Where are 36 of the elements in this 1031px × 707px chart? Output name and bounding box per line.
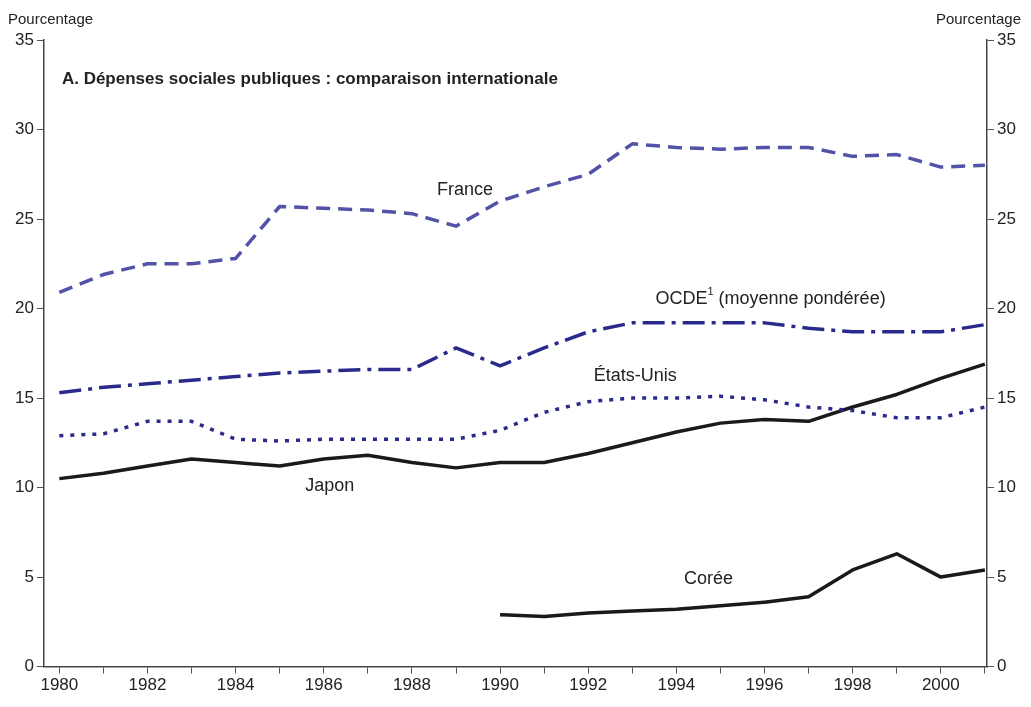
x-tick-label: 1992 xyxy=(569,675,608,695)
x-tick-label: 1988 xyxy=(393,675,431,695)
y2-tick-label: 30 xyxy=(997,119,1017,139)
y-tick-label: 5 xyxy=(24,566,34,586)
y-tick-label: 20 xyxy=(14,298,34,318)
y2-tick-label: 0 xyxy=(997,656,1007,676)
y-tick-label: 30 xyxy=(14,119,34,139)
series-label: Corée xyxy=(683,567,733,588)
y2-tick-label: 10 xyxy=(997,477,1017,497)
series-label: Japon xyxy=(305,474,355,495)
y2-tick-label: 25 xyxy=(997,208,1017,228)
y-tick-label: 35 xyxy=(14,29,34,49)
y2-tick-label: 35 xyxy=(997,29,1017,49)
x-tick-label: 1996 xyxy=(745,675,784,695)
x-tick-label: 1994 xyxy=(657,675,696,695)
x-tick-label: 1986 xyxy=(304,675,343,695)
x-tick-label: 1982 xyxy=(128,675,167,695)
series-label: France xyxy=(436,179,494,200)
x-tick-label: 1990 xyxy=(481,675,519,695)
y-axis-title: Pourcentage xyxy=(8,10,94,28)
y-tick-label: 15 xyxy=(14,387,34,407)
y2-tick-label: 20 xyxy=(997,298,1017,318)
y-tick-label: 10 xyxy=(14,477,34,497)
text: A. Dépenses sociales publiques : comparaison internationale xyxy=(61,68,558,88)
y2-tick-label: 5 xyxy=(997,566,1007,586)
line-series xyxy=(57,394,987,443)
x-tick-label: 1984 xyxy=(216,675,255,695)
line-series xyxy=(57,321,987,395)
x-tick-label: 1980 xyxy=(40,675,79,695)
x-tick-label: 1998 xyxy=(833,675,872,695)
x-tick-label: 2000 xyxy=(921,675,960,695)
y2-tick-label: 15 xyxy=(997,387,1017,407)
series-label: États-Unis xyxy=(593,365,677,386)
y-tick-label: 25 xyxy=(14,208,34,228)
y-tick-label: 0 xyxy=(24,656,34,676)
y2-axis-title: Pourcentage xyxy=(935,10,1021,28)
